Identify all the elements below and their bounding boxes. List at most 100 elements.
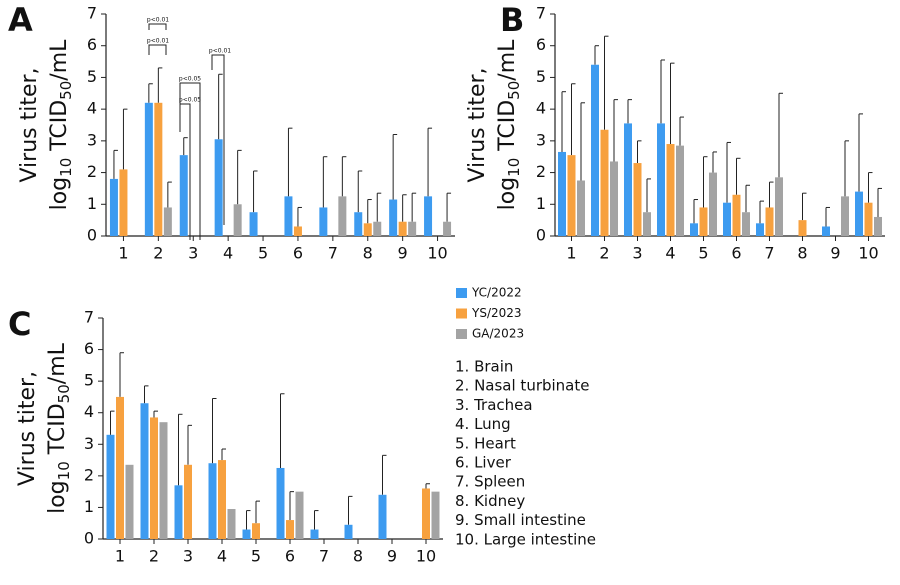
y-tick-label: 2 — [87, 162, 97, 181]
bar — [389, 199, 398, 236]
y-axis-title: Virus titer,log10 TCID50/mL — [15, 342, 73, 514]
bar — [822, 226, 830, 236]
legend-label: YC/2022 — [471, 286, 522, 300]
bar — [577, 180, 585, 236]
bar — [443, 221, 452, 236]
bar — [373, 221, 382, 236]
bar — [233, 204, 242, 236]
bar — [633, 163, 642, 236]
y-tick-label: 1 — [536, 194, 546, 213]
legend-swatch — [456, 288, 467, 298]
x-tick-label: 7 — [328, 244, 338, 263]
bar — [363, 223, 372, 236]
y-title-part: /mL — [47, 39, 72, 81]
y-title-part: log — [45, 480, 70, 514]
y-tick-label: 7 — [536, 4, 546, 23]
y-title-line: Virus titer, — [15, 371, 40, 486]
key-item: 9. Small intestine — [455, 511, 586, 529]
x-tick-label: 10 — [416, 547, 436, 566]
bar — [666, 144, 675, 236]
y-title-part: 10 — [55, 461, 73, 480]
y-title-part: TCID — [495, 100, 520, 158]
y-tick-label: 3 — [87, 130, 97, 149]
x-tick-label: 2 — [153, 244, 163, 263]
y-title-part: 10 — [57, 158, 75, 177]
x-tick-label: 2 — [149, 547, 159, 566]
bar — [690, 223, 698, 236]
y-tick-label: 4 — [536, 99, 546, 118]
bar — [249, 212, 258, 236]
y-title-part: 50 — [57, 81, 75, 100]
x-tick-label: 3 — [632, 244, 642, 263]
annotation: p<0.01 — [209, 48, 231, 55]
bar — [109, 178, 118, 236]
bar — [610, 161, 618, 236]
x-tick-label: 6 — [285, 547, 295, 566]
y-title-line: log10 TCID50/mL — [47, 39, 75, 211]
key-item: 2. Nasal turbinate — [455, 377, 590, 395]
bar — [657, 123, 665, 236]
annotation: p<0.05 — [179, 97, 201, 104]
bar — [874, 216, 882, 236]
bar — [558, 151, 566, 236]
x-tick-label: 9 — [398, 244, 408, 263]
y-tick-label: 5 — [536, 67, 546, 86]
bar — [159, 422, 168, 539]
x-tick-label: 3 — [188, 244, 198, 263]
bar — [643, 212, 651, 236]
legend-label: YS/2023 — [471, 306, 522, 320]
y-tick-label: 0 — [536, 226, 546, 245]
x-tick-label: 1 — [566, 244, 576, 263]
x-tick-label: 4 — [217, 547, 227, 566]
key-item: 5. Heart — [455, 434, 516, 452]
y-tick-label: 1 — [87, 194, 97, 213]
bar — [242, 529, 251, 539]
bar — [252, 523, 260, 539]
y-title-line: Virus titer, — [465, 67, 490, 182]
a-brackets — [148, 23, 225, 240]
x-tick-label: 7 — [764, 244, 774, 263]
bar — [119, 169, 128, 236]
y-title-part: log — [47, 177, 72, 211]
x-tick-label: 8 — [353, 547, 363, 566]
bar — [125, 464, 134, 539]
y-tick-label: 3 — [536, 130, 546, 149]
y-axis-title: Virus titer,log10 TCID50/mL — [17, 39, 75, 211]
y-tick-label: 0 — [84, 529, 94, 548]
x-tick-label: 3 — [183, 547, 193, 566]
y-title-part: TCID — [47, 100, 72, 158]
y-tick-label: 6 — [87, 35, 97, 54]
x-tick-label: 6 — [293, 244, 303, 263]
bar — [591, 64, 599, 236]
bar — [354, 212, 363, 236]
bar — [732, 194, 741, 236]
y-title-part: /mL — [45, 342, 70, 384]
x-tick-label: 8 — [797, 244, 807, 263]
bar — [676, 145, 684, 236]
bar — [227, 509, 236, 539]
bar — [310, 529, 319, 539]
bar — [214, 139, 223, 236]
y-tick-label: 2 — [84, 465, 94, 484]
bar — [218, 460, 226, 539]
bar — [775, 177, 783, 236]
bar — [293, 226, 302, 236]
bar — [284, 196, 293, 236]
y-title-line: log10 TCID50/mL — [45, 342, 73, 514]
bar — [276, 467, 285, 539]
annotation: p<0.05 — [179, 76, 201, 83]
bar — [208, 463, 217, 539]
y-title-part: 50 — [505, 81, 523, 100]
bar — [378, 494, 387, 539]
bar — [567, 155, 576, 236]
y-tick-label: 0 — [87, 226, 97, 245]
panel-label: B — [500, 1, 524, 39]
y-title-part: 10 — [505, 158, 523, 177]
x-tick-label: 7 — [319, 547, 329, 566]
x-tick-label: 1 — [118, 244, 128, 263]
bar — [699, 207, 708, 236]
x-tick-label: 4 — [223, 244, 233, 263]
x-tick-label: 4 — [665, 244, 675, 263]
bar — [319, 207, 328, 236]
key-item: 10. Large intestine — [455, 530, 596, 548]
